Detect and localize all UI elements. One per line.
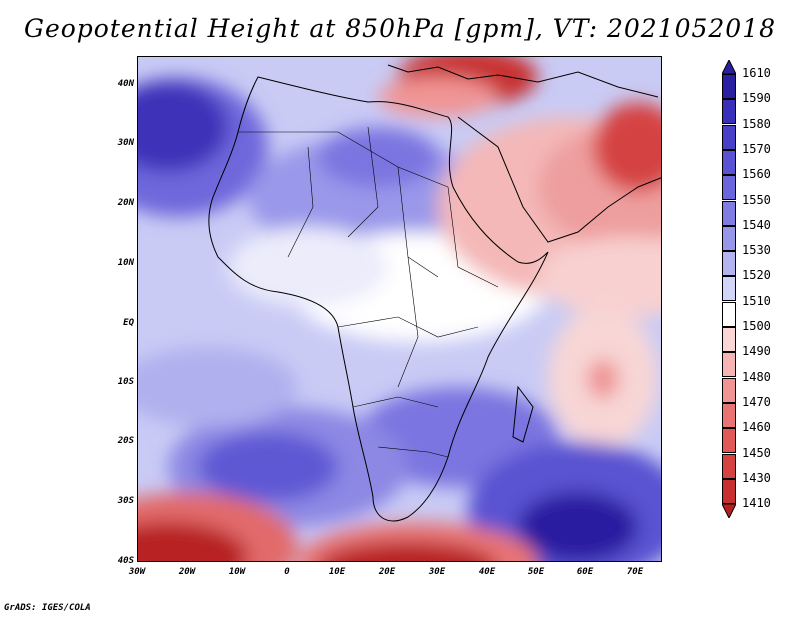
colorbar-label: 1450	[742, 445, 771, 460]
colorbar-cell	[722, 149, 736, 175]
colorbar-top-arrow	[722, 60, 736, 74]
colorbar-cell	[722, 301, 736, 327]
colorbar-label: 1560	[742, 167, 771, 182]
lon-label: 0	[284, 567, 290, 577]
colorbar-cell	[722, 74, 736, 99]
colorbar-label: 1520	[742, 268, 771, 283]
colorbar-label: 1470	[742, 394, 771, 409]
lon-label: 10W	[228, 567, 246, 577]
footer-credit: GrADS: IGES/COLA	[4, 603, 91, 613]
colorbar-label: 1530	[742, 243, 771, 258]
lat-label: 20S	[117, 436, 134, 446]
colorbar-cell	[722, 175, 736, 201]
colorbar-label: 1410	[742, 496, 771, 511]
colorbar-cell	[722, 276, 736, 302]
arabia-coastline	[457, 116, 661, 243]
colorbar-bottom-arrow	[722, 504, 736, 519]
colorbar-label: 1550	[742, 192, 771, 207]
colorbar-label: 1510	[742, 293, 771, 308]
colorbar-cell	[722, 377, 736, 403]
coastlines	[208, 64, 661, 522]
colorbar-cell	[722, 478, 736, 504]
colorbar-label: 1570	[742, 141, 771, 156]
lon-label: 30E	[428, 567, 446, 577]
colorbar-label: 1500	[742, 319, 771, 333]
colorbar-label: 1490	[742, 344, 771, 359]
colorbar-cell	[722, 352, 736, 378]
colorbar-label: 1540	[742, 217, 771, 232]
madagascar-coastline	[512, 385, 534, 443]
lat-label: 30S	[117, 496, 134, 506]
colorbar-label: 1610	[742, 66, 771, 80]
colorbar-label: 1430	[742, 470, 771, 485]
lon-label: 20W	[178, 567, 196, 577]
colorbar-cell	[722, 428, 736, 454]
colorbar-cell	[722, 225, 736, 251]
lon-label: 70E	[626, 567, 644, 577]
map-title: Geopotential Height at 850hPa [gpm], VT:…	[23, 14, 777, 43]
map-panel	[137, 56, 662, 562]
colorbar-cell	[722, 327, 736, 352]
height-field-map	[138, 57, 661, 561]
height-field	[138, 57, 661, 561]
colorbar-label: 1590	[742, 91, 771, 106]
africa-coastline	[208, 76, 549, 522]
colorbar-cell	[722, 453, 736, 479]
lat-label: EQ	[123, 318, 134, 328]
lon-label: 10E	[328, 567, 346, 577]
lat-label: 40S	[117, 556, 134, 566]
lat-label: 10N	[117, 258, 134, 268]
lon-label: 30W	[128, 567, 146, 577]
lat-label: 40N	[117, 79, 134, 89]
colorbar-label: 1460	[742, 420, 771, 435]
colorbar-label: 1480	[742, 369, 771, 384]
colorbar-cell	[722, 99, 736, 125]
colorbar: 1610 1590 1580 1570 1560 1550 1540 1530 1520 1510…	[722, 60, 782, 556]
lat-label: 20N	[117, 198, 134, 208]
lon-label: 60E	[576, 567, 594, 577]
colorbar-cell	[722, 124, 736, 150]
europe-coastline	[387, 64, 659, 98]
country-borders	[238, 126, 499, 458]
lon-label: 20E	[378, 567, 396, 577]
colorbar-label: 1580	[742, 116, 771, 131]
colorbar-cell	[722, 251, 736, 277]
lon-label: 50E	[527, 567, 545, 577]
colorbar-cell	[722, 402, 736, 428]
colorbar-cell	[722, 200, 736, 226]
lat-label: 10S	[117, 377, 134, 387]
lon-label: 40E	[478, 567, 496, 577]
lat-label: 30N	[117, 138, 134, 148]
